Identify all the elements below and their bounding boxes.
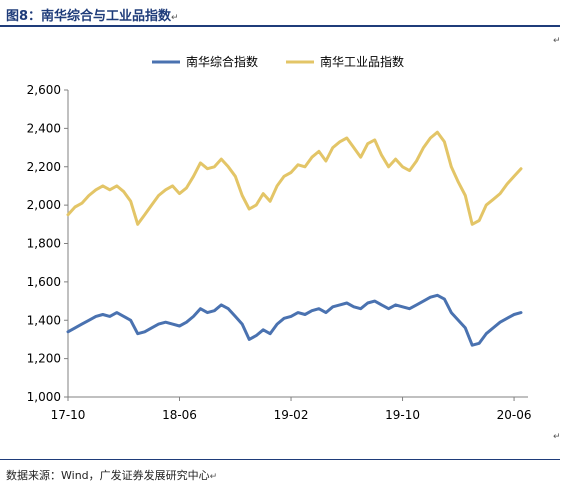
series-line-1 xyxy=(66,293,523,347)
y-tick-label: 2,400 xyxy=(27,121,61,135)
x-axis: 17-10 18-06 19-02 19-10 20-06 xyxy=(51,396,532,422)
y-tick-label: 2,000 xyxy=(27,198,61,212)
x-tick-label: 17-10 xyxy=(51,408,86,422)
legend-label-2: 南华工业品指数 xyxy=(320,54,404,69)
line-chart: 南华综合指数 南华工业品指数 1,000 1,200 1,400 1,600 1,800 2… xyxy=(27,54,532,422)
paragraph-mark-icon: ↵ xyxy=(209,472,218,482)
x-tick-label: 18-06 xyxy=(162,408,197,422)
paragraph-mark-icon: ↵ xyxy=(553,36,561,46)
y-tick-label: 1,800 xyxy=(27,237,61,251)
y-tick-label: 1,000 xyxy=(27,390,61,404)
y-tick-label: 2,600 xyxy=(27,83,61,97)
source-note: 数据来源：Wind，广发证券发展研究中心↵ xyxy=(6,467,217,483)
y-tick-label: 1,200 xyxy=(27,352,61,366)
figure-title-text: 图8：南华综合与工业品指数 xyxy=(6,9,172,24)
paragraph-mark-icon: ↵ xyxy=(553,432,561,442)
y-tick-label: 1,400 xyxy=(27,313,61,327)
title-rule xyxy=(0,25,560,27)
x-tick-label: 19-02 xyxy=(274,408,309,422)
x-tick-label: 19-10 xyxy=(385,408,420,422)
title-bar: 图8：南华综合与工业品指数↵ xyxy=(0,0,572,27)
paragraph-mark-icon: ↵ xyxy=(171,13,179,23)
figure-title: 图8：南华综合与工业品指数↵ xyxy=(6,5,179,24)
legend-label-1: 南华综合指数 xyxy=(186,54,258,69)
y-tick-label: 1,600 xyxy=(27,275,61,289)
bottom-rule xyxy=(0,459,560,460)
plot-area xyxy=(66,130,523,347)
chart-legend: 南华综合指数 南华工业品指数 xyxy=(152,54,404,69)
series-line-2 xyxy=(66,130,523,226)
y-tick-label: 2,200 xyxy=(27,160,61,174)
source-note-text: 数据来源：Wind，广发证券发展研究中心 xyxy=(6,469,210,482)
x-tick-label: 20-06 xyxy=(497,408,532,422)
y-axis: 1,000 1,200 1,400 1,600 1,800 2,000 2,200 2,400… xyxy=(27,83,69,404)
